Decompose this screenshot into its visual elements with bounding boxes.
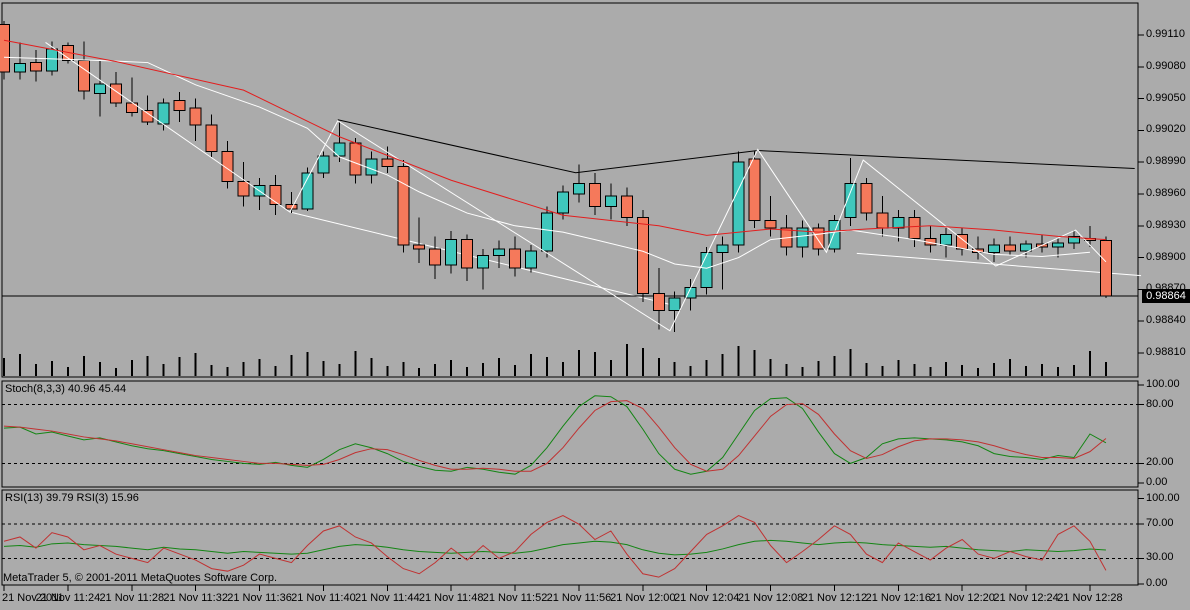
time-tick-label: 21 Nov 12:08 [737, 592, 804, 604]
price-tick-label: 0.98960 [1146, 187, 1186, 199]
time-tick-label: 21 Nov 12:00 [610, 592, 676, 604]
price-tick-label: 0.98870 [1146, 282, 1186, 295]
time-tick-label: 21 Nov 12:12 [801, 592, 868, 604]
price-tick-label: 0.98990 [1146, 155, 1186, 168]
price-tick-label: 0.99050 [1146, 91, 1186, 104]
rsi-level-label: 100.00 [1146, 491, 1180, 504]
time-tick-label: 21 Nov 11:44 [354, 592, 420, 604]
time-tick-label: 21 Nov 2011 [2, 592, 64, 604]
price-tick-label: 0.99080 [1146, 59, 1186, 72]
stoch-level-label: 20.00 [1146, 456, 1174, 469]
rsi-level-label: 0.00 [1146, 577, 1168, 589]
time-tick-label: 21 Nov 11:28 [99, 592, 165, 604]
price-tick-label: 0.98810 [1146, 346, 1186, 358]
stoch-level-label: 0.00 [1146, 476, 1168, 488]
time-tick-label: 21 Nov 12:20 [929, 592, 995, 604]
time-tick-label: 21 Nov 11:36 [227, 592, 292, 604]
stoch-level-label: 80.00 [1146, 397, 1174, 410]
price-tick-label: 0.98900 [1146, 250, 1186, 263]
time-tick-label: 21 Nov 11:52 [482, 592, 548, 604]
price-tick-label: 0.99110 [1146, 28, 1185, 40]
time-tick-label: 21 Nov 12:28 [1057, 592, 1123, 604]
time-tick-label: 21 Nov 11:48 [418, 592, 484, 604]
time-tick-label: 21 Nov 12:16 [865, 592, 932, 604]
stoch-level-label: 100.00 [1146, 378, 1180, 390]
rsi-level-label: 70.00 [1146, 517, 1174, 530]
rsi-indicator-label: RSI(13) 39.79 RSI(3) 15.96 [5, 492, 139, 504]
time-tick-label: 21 Nov 12:24 [993, 592, 1059, 604]
time-tick-label: 21 Nov 11:24 [35, 592, 101, 604]
price-tick-label: 0.98930 [1146, 218, 1186, 231]
time-tick-label: 21 Nov 12:04 [673, 592, 740, 604]
time-tick-label: 21 Nov 11:56 [546, 592, 612, 604]
rsi-level-label: 30.00 [1146, 551, 1174, 564]
price-tick-label: 0.99020 [1146, 123, 1186, 136]
copyright-text: MetaTrader 5, © 2001-2011 MetaQuotes Sof… [3, 572, 278, 584]
time-tick-label: 21 Nov 11:40 [291, 592, 356, 604]
price-tick-label: 0.98840 [1146, 314, 1186, 327]
time-tick-label: 21 Nov 11:32 [163, 592, 228, 604]
stoch-indicator-label: Stoch(8,3,3) 40.96 45.44 [5, 383, 127, 395]
current-price-badge: 0.98864 [1142, 288, 1190, 303]
